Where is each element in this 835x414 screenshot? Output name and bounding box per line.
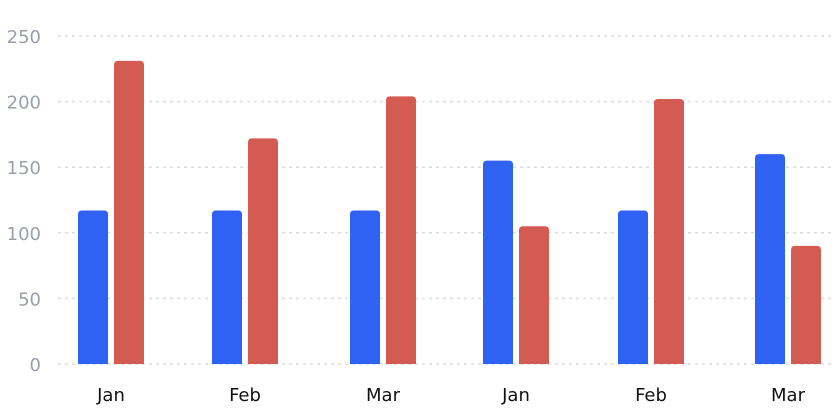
x-tick-label: Mar <box>771 385 806 406</box>
bar-series-1 <box>78 210 108 364</box>
y-tick-label: 100 <box>7 224 41 245</box>
x-tick-label: Jan <box>501 385 530 406</box>
x-axis-ticks: Jan Feb Mar Jan Feb Mar <box>96 385 805 406</box>
x-tick-label: Mar <box>366 385 401 406</box>
bar-series-1 <box>755 154 785 364</box>
bar-series-1 <box>350 210 380 364</box>
bar-series-2 <box>386 96 416 365</box>
bar-series-2 <box>519 226 549 364</box>
x-tick-label: Feb <box>635 385 667 406</box>
bar-series-2 <box>654 98 684 364</box>
bar-series-1 <box>618 210 648 364</box>
y-tick-label: 150 <box>7 158 41 179</box>
bar-series-2 <box>791 245 821 364</box>
bar-series-1 <box>212 210 242 364</box>
y-tick-label: 0 <box>30 355 41 376</box>
x-tick-label: Jan <box>96 385 125 406</box>
bar-series-2 <box>248 138 278 364</box>
y-tick-label: 250 <box>7 27 41 48</box>
y-tick-label: 50 <box>18 289 41 310</box>
x-tick-label: Feb <box>229 385 261 406</box>
gridlines <box>58 35 835 365</box>
bars <box>78 60 821 365</box>
y-axis-ticks: 0 50 100 150 200 250 <box>7 27 41 376</box>
bar-series-2 <box>114 60 144 364</box>
y-tick-label: 200 <box>7 93 41 114</box>
bar-series-1 <box>483 160 513 364</box>
